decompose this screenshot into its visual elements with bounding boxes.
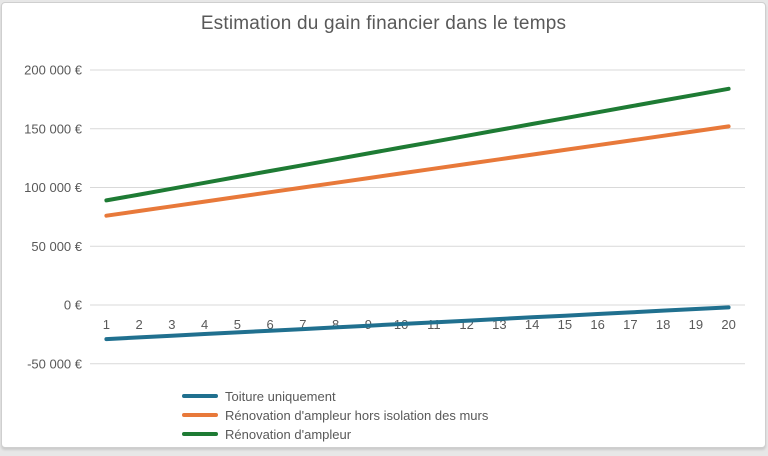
x-tick-label: 3 [168, 317, 175, 332]
legend-line-swatch-green [182, 432, 218, 436]
x-tick-label: 1 [103, 317, 110, 332]
x-tick-label: 20 [721, 317, 735, 332]
legend-line-swatch-orange [182, 413, 218, 417]
line-chart: -50 000 € 0 € 50 000 € 100 000 € 150 000 € 20… [24, 63, 745, 371]
x-tick-label: 16 [590, 317, 604, 332]
series-line-r-novation-d-ampleur-hors-isolation-des-murs [104, 124, 731, 218]
series-line-toiture-uniquement [104, 305, 731, 342]
series-line-r-novation-d-ampleur [104, 86, 731, 203]
y-tick-label: 150 000 € [24, 121, 83, 136]
y-tick-label: 200 000 € [24, 63, 83, 78]
x-tick-label: 15 [558, 317, 572, 332]
x-tick-label: 6 [267, 317, 274, 332]
x-tick-label: 17 [623, 317, 637, 332]
legend-label: Toiture uniquement [225, 388, 336, 404]
chart-legend: Toiture uniquement Rénovation d'ampleur … [182, 388, 489, 442]
y-tick-label: -50 000 € [27, 356, 83, 371]
legend-line-swatch-blue [182, 394, 218, 398]
legend-label: Rénovation d'ampleur [225, 426, 352, 442]
chart-card: Estimation du gain financier dans le tem… [1, 2, 766, 448]
x-tick-label: 14 [525, 317, 539, 332]
x-tick-label: 19 [689, 317, 703, 332]
y-tick-label: 0 € [64, 298, 83, 313]
legend-item-renovation-ampleur: Rénovation d'ampleur [182, 426, 488, 442]
x-tick-label: 5 [234, 317, 241, 332]
legend-label: Rénovation d'ampleur hors isolation des … [225, 407, 489, 423]
legend-item-toiture: Toiture uniquement [182, 388, 488, 404]
x-tick-label: 18 [656, 317, 670, 332]
chart-title: Estimation du gain financier dans le tem… [200, 13, 567, 34]
x-tick-label: 2 [136, 317, 143, 332]
x-tick-label: 4 [201, 317, 208, 332]
y-tick-label: 50 000 € [31, 239, 82, 254]
x-tick-label: 8 [332, 317, 339, 332]
legend-item-renovation-hors-murs: Rénovation d'ampleur hors isolation des … [182, 407, 489, 423]
y-tick-label: 100 000 € [24, 180, 83, 195]
x-tick-label: 7 [299, 317, 306, 332]
